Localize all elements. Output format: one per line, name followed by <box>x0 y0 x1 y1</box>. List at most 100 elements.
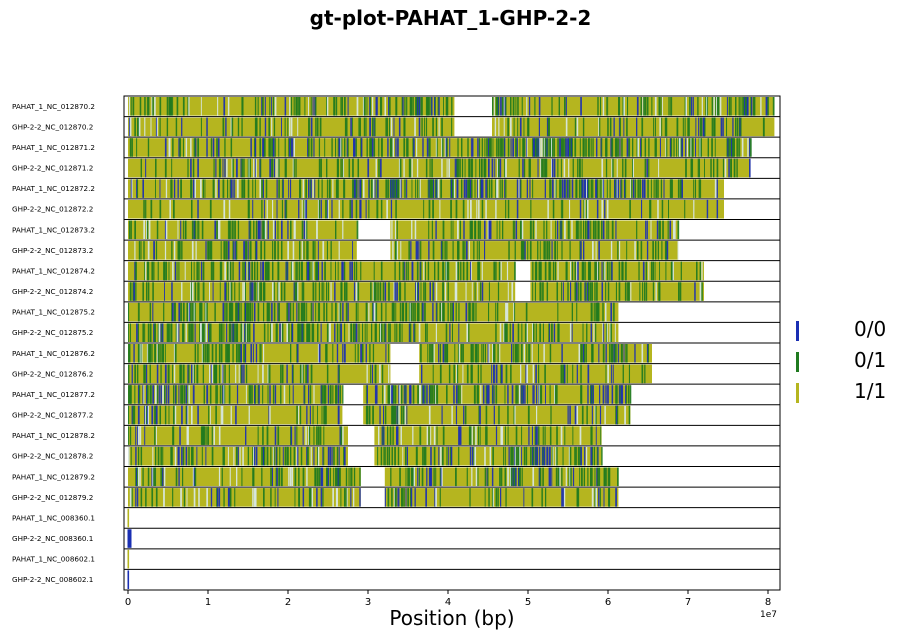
variant-band <box>357 158 360 178</box>
variant-band <box>276 323 278 342</box>
variant-band <box>562 138 565 157</box>
variant-band <box>398 282 400 301</box>
variant-band <box>286 446 288 466</box>
variant-band <box>687 117 689 137</box>
variant-band <box>457 344 460 363</box>
variant-band <box>143 220 146 240</box>
variant-band <box>603 467 606 487</box>
variant-band <box>651 97 653 116</box>
variant-band <box>130 220 132 240</box>
variant-band <box>234 488 236 507</box>
legend-item-0-0: 0/0 <box>790 315 900 346</box>
variant-band <box>484 344 487 363</box>
variant-band <box>144 426 146 445</box>
variant-band <box>441 117 443 137</box>
variant-band <box>508 241 510 260</box>
variant-band <box>309 488 312 507</box>
variant-band <box>153 467 155 487</box>
legend: 0/0 0/1 1/1 <box>790 315 900 408</box>
variant-band <box>640 179 642 198</box>
variant-band <box>314 241 316 260</box>
variant-band <box>692 138 694 157</box>
variant-band <box>380 282 382 301</box>
variant-band <box>189 302 191 322</box>
variant-band <box>700 138 702 157</box>
variant-band <box>463 405 465 425</box>
variant-band <box>471 302 473 322</box>
variant-band <box>382 426 384 445</box>
variant-band <box>459 426 462 445</box>
variant-band <box>298 97 300 116</box>
variant-band <box>737 138 739 157</box>
variant-band <box>483 158 486 178</box>
variant-band <box>213 426 215 445</box>
variant-band <box>348 467 350 487</box>
variant-band <box>171 323 173 342</box>
variant-band <box>504 138 506 157</box>
variant-band <box>467 138 469 157</box>
variant-band <box>253 467 255 487</box>
x-tick-label-8: 8 <box>765 597 771 608</box>
variant-band <box>599 179 601 198</box>
variant-band <box>262 138 264 157</box>
variant-band <box>227 241 230 260</box>
variant-band <box>434 385 436 404</box>
variant-band <box>495 261 497 281</box>
variant-band <box>429 344 431 363</box>
variant-band <box>250 241 252 260</box>
variant-band <box>519 138 521 157</box>
variant-band <box>273 241 275 260</box>
variant-band <box>222 158 224 178</box>
variant-band <box>378 138 380 157</box>
variant-band <box>242 97 244 116</box>
variant-band <box>470 344 473 363</box>
variant-band <box>604 467 607 487</box>
variant-band <box>569 179 571 198</box>
variant-band <box>673 138 675 157</box>
track-label-GHP-2-2_NC_012879.2: GHP-2-2_NC_012879.2 <box>12 493 93 502</box>
variant-band <box>246 261 249 281</box>
variant-band <box>227 446 229 466</box>
variant-band <box>403 138 406 157</box>
variant-band <box>417 302 420 322</box>
variant-band <box>596 282 598 301</box>
variant-band <box>495 199 497 219</box>
variant-band <box>616 158 618 178</box>
variant-band <box>426 426 429 445</box>
variant-band <box>332 344 334 363</box>
variant-band <box>621 138 623 157</box>
variant-band <box>134 261 136 281</box>
variant-band <box>443 302 445 322</box>
variant-band <box>229 488 232 507</box>
variant-band <box>270 467 272 487</box>
variant-band <box>644 138 647 157</box>
variant-band <box>309 405 311 425</box>
variant-band <box>211 344 214 363</box>
variant-band <box>193 488 196 507</box>
variant-band <box>452 302 454 322</box>
variant-band <box>539 282 541 301</box>
variant-band <box>353 323 355 342</box>
variant-band <box>753 97 756 116</box>
variant-band <box>420 241 422 260</box>
variant-band <box>370 138 372 157</box>
variant-band <box>468 241 470 260</box>
variant-band <box>261 199 263 219</box>
variant-band <box>558 323 560 342</box>
variant-band <box>186 405 188 425</box>
variant-band <box>602 179 604 198</box>
variant-band <box>470 138 472 157</box>
variant-band <box>366 138 368 157</box>
variant-band <box>411 220 413 240</box>
variant-band <box>378 158 380 178</box>
variant-band <box>499 158 502 178</box>
track-label-PAHAT_1_NC_012875.2: PAHAT_1_NC_012875.2 <box>12 308 95 317</box>
variant-band <box>406 138 408 157</box>
variant-band <box>232 323 234 342</box>
variant-band <box>296 302 298 322</box>
variant-band <box>190 158 192 178</box>
variant-band <box>253 446 255 466</box>
variant-band <box>412 97 414 116</box>
variant-band <box>561 282 562 301</box>
variant-band <box>597 302 600 322</box>
